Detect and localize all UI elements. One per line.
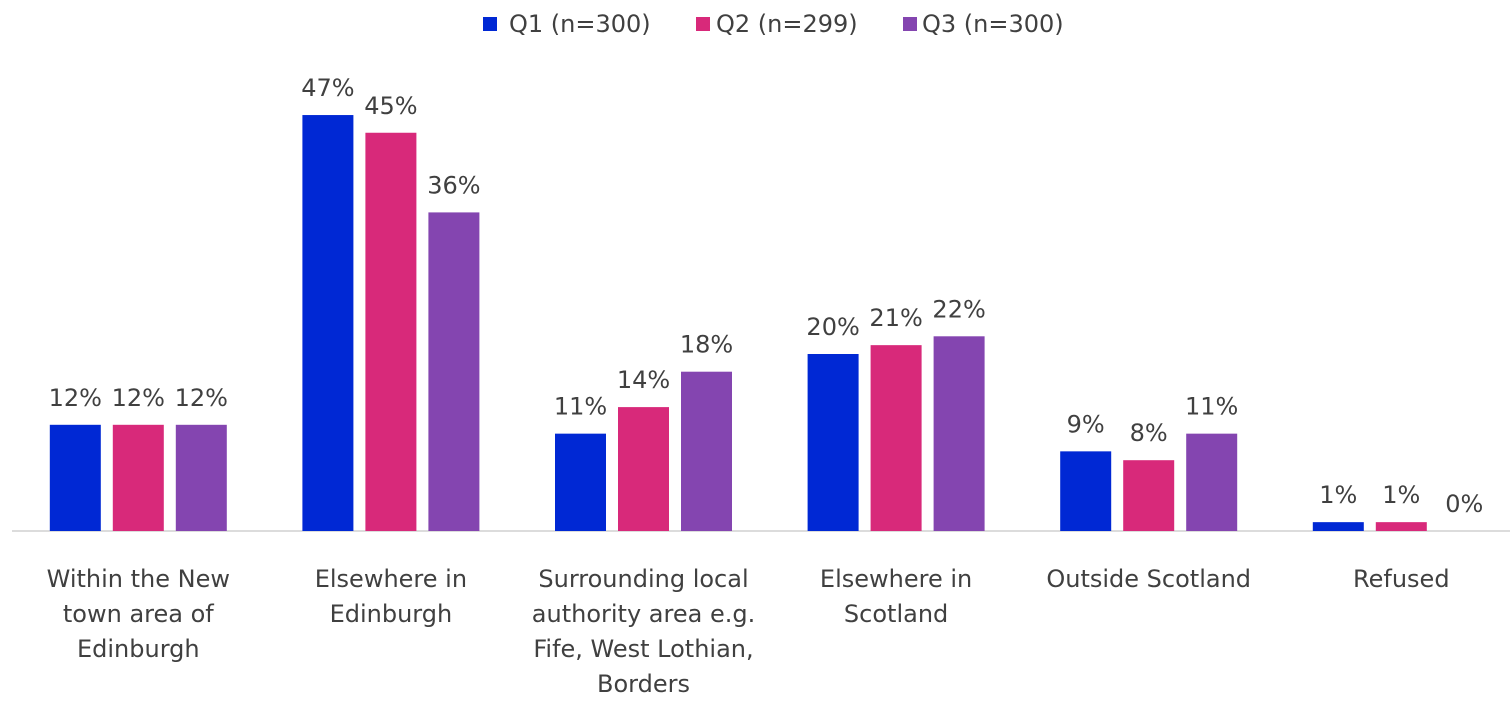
bar [112, 424, 164, 531]
legend-swatch [903, 17, 917, 31]
x-tick-label: Refused [1353, 565, 1450, 593]
bar [175, 424, 227, 531]
data-label: 20% [806, 313, 859, 341]
bar [365, 132, 417, 531]
data-label: 45% [364, 92, 417, 120]
bar [1060, 451, 1112, 531]
bar [807, 354, 859, 531]
bar [302, 115, 354, 532]
data-label: 1% [1382, 481, 1420, 509]
data-label: 14% [617, 366, 670, 394]
legend-swatch [696, 17, 710, 31]
data-label: 47% [301, 74, 354, 102]
bar [49, 424, 101, 531]
x-tick-label: Outside Scotland [1046, 565, 1252, 593]
x-tick-label: Surrounding local authority area e.g. Fi… [531, 565, 756, 698]
data-label: 36% [427, 171, 480, 199]
bar [555, 433, 606, 531]
data-label: 11% [1185, 393, 1238, 421]
bar [1186, 433, 1238, 531]
x-tick-label: Within the New town area of Edinburgh [46, 565, 230, 663]
bar [1123, 460, 1175, 531]
data-label: 1% [1319, 481, 1357, 509]
data-label: 12% [112, 384, 165, 412]
bar [618, 407, 669, 531]
bar [933, 336, 985, 531]
data-label: 22% [932, 295, 985, 323]
data-label: 0% [1445, 490, 1483, 518]
legend-label: Q1 (n=300) [509, 10, 651, 38]
x-tick-label: Elsewhere in Scotland [819, 565, 973, 628]
data-label: 12% [175, 384, 228, 412]
legend-label: Q3 (n=300) [922, 10, 1064, 38]
data-label: 12% [49, 384, 102, 412]
data-label: 9% [1067, 410, 1105, 438]
bar [870, 345, 922, 531]
data-label: 8% [1130, 419, 1168, 447]
bar [1375, 522, 1427, 531]
data-label: 18% [680, 331, 733, 359]
legend-label: Q2 (n=299) [716, 10, 858, 38]
bar [681, 371, 732, 531]
data-label: 21% [869, 304, 922, 332]
bar [1312, 522, 1364, 531]
bar [428, 212, 480, 531]
data-label: 11% [554, 393, 607, 421]
x-tick-label: Elsewhere in Edinburgh [314, 565, 468, 628]
legend-swatch [483, 17, 497, 31]
